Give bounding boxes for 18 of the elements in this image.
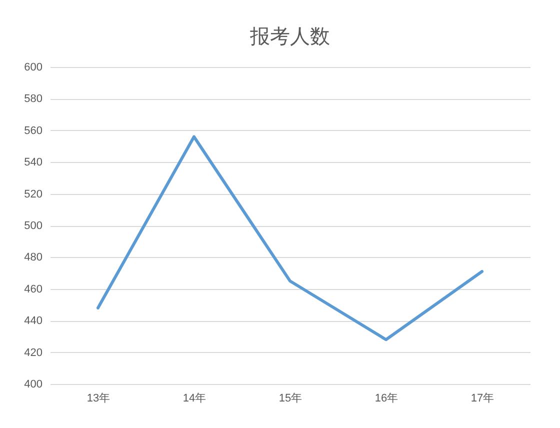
y-tick-label: 560 [24, 124, 42, 137]
line-series [96, 135, 484, 342]
y-tick-label: 540 [24, 156, 42, 169]
y-tick-label: 480 [24, 252, 42, 264]
x-tick-label: 13年 [86, 392, 110, 404]
x-tick-label: 16年 [374, 392, 398, 404]
x-tick-label: 15年 [278, 392, 302, 404]
y-tick-label: 580 [24, 93, 42, 106]
y-tick-label: 440 [24, 315, 42, 328]
y-tick-label: 420 [24, 346, 42, 359]
y-tick-label: 400 [24, 378, 42, 390]
y-tick-label: 460 [24, 283, 42, 296]
chart-title: 报考人数 [249, 26, 330, 48]
y-tick-label: 500 [24, 220, 42, 232]
x-tick-label: 17年 [470, 392, 494, 404]
y-tick-label: 520 [24, 188, 42, 200]
x-tick-label: 14年 [182, 392, 206, 404]
y-tick-label: 600 [24, 62, 42, 74]
